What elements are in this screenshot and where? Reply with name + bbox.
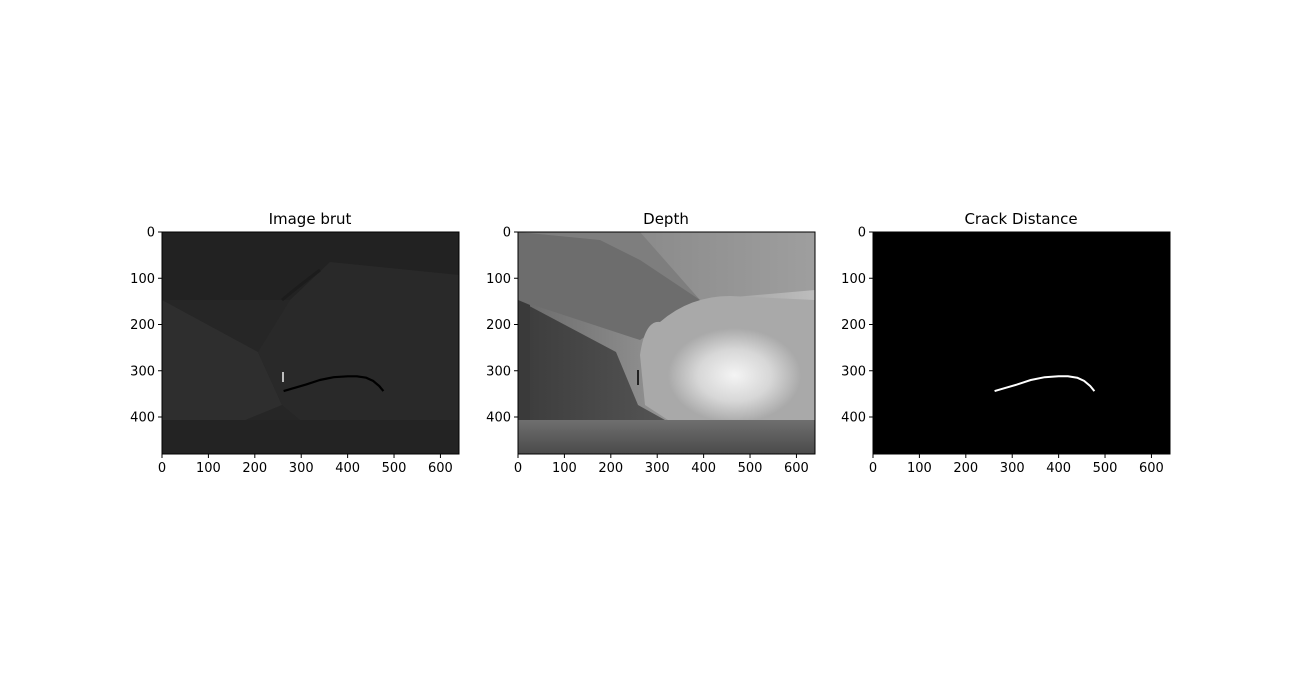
x-tick-label: 0 bbox=[514, 461, 522, 476]
y-tick-label: 300 bbox=[486, 364, 511, 379]
panel-title: Crack Distance bbox=[964, 210, 1077, 228]
y-tick-label: 200 bbox=[841, 318, 866, 333]
y-tick-label: 0 bbox=[858, 226, 866, 241]
x-axis: 0 100 200 300 400 500 600 bbox=[514, 454, 809, 476]
y-tick-label: 0 bbox=[503, 226, 511, 241]
y-tick-label: 100 bbox=[841, 272, 866, 287]
x-tick-label: 500 bbox=[382, 461, 407, 476]
x-tick-label: 0 bbox=[869, 461, 877, 476]
x-tick-label: 200 bbox=[242, 461, 267, 476]
x-tick-label: 0 bbox=[158, 461, 166, 476]
panel-depth: Depth 0 100 200 300 400 500 600 0 100 200 300 400 bbox=[486, 210, 816, 476]
x-tick-label: 100 bbox=[552, 461, 577, 476]
raw-image bbox=[162, 232, 459, 454]
y-tick-label: 200 bbox=[486, 318, 511, 333]
x-tick-label: 600 bbox=[1139, 461, 1164, 476]
y-axis: 0 100 200 300 400 bbox=[841, 226, 873, 426]
x-tick-label: 400 bbox=[691, 461, 716, 476]
x-tick-label: 300 bbox=[1000, 461, 1025, 476]
panel-title: Image brut bbox=[269, 210, 352, 228]
x-tick-label: 100 bbox=[907, 461, 932, 476]
x-tick-label: 300 bbox=[289, 461, 314, 476]
x-axis: 0 100 200 300 400 500 600 bbox=[869, 454, 1164, 476]
crack-line-bright bbox=[994, 375, 1096, 393]
y-tick-label: 400 bbox=[486, 411, 511, 426]
y-tick-label: 400 bbox=[841, 411, 866, 426]
crack-line-dark bbox=[283, 375, 385, 393]
panel-crack-distance: Crack Distance 0 100 200 300 400 500 600 0 100 2… bbox=[841, 210, 1171, 476]
x-tick-label: 200 bbox=[953, 461, 978, 476]
y-tick-label: 100 bbox=[486, 272, 511, 287]
axes-frame bbox=[872, 231, 1171, 455]
y-axis: 0 100 200 300 400 bbox=[486, 226, 518, 426]
x-tick-label: 500 bbox=[1093, 461, 1118, 476]
axes-frame bbox=[517, 231, 816, 455]
x-tick-label: 200 bbox=[598, 461, 623, 476]
crack-distance-image bbox=[873, 232, 1170, 454]
panel-title: Depth bbox=[643, 210, 689, 228]
y-tick-label: 300 bbox=[130, 364, 155, 379]
axes-frame bbox=[161, 231, 460, 455]
y-tick-label: 0 bbox=[147, 226, 155, 241]
y-tick-label: 400 bbox=[130, 411, 155, 426]
y-axis: 0 100 200 300 400 bbox=[130, 226, 162, 426]
x-tick-label: 100 bbox=[196, 461, 221, 476]
x-tick-label: 400 bbox=[1046, 461, 1071, 476]
x-tick-label: 400 bbox=[335, 461, 360, 476]
y-tick-label: 200 bbox=[130, 318, 155, 333]
y-tick-label: 300 bbox=[841, 364, 866, 379]
x-tick-label: 500 bbox=[738, 461, 763, 476]
panel-image-brut: Image brut 0 100 200 300 400 500 600 0 100 200 30… bbox=[130, 210, 460, 476]
x-tick-label: 600 bbox=[784, 461, 809, 476]
x-axis: 0 100 200 300 400 500 600 bbox=[158, 454, 453, 476]
x-tick-label: 300 bbox=[645, 461, 670, 476]
x-tick-label: 600 bbox=[428, 461, 453, 476]
depth-image bbox=[518, 232, 815, 454]
y-tick-label: 100 bbox=[130, 272, 155, 287]
